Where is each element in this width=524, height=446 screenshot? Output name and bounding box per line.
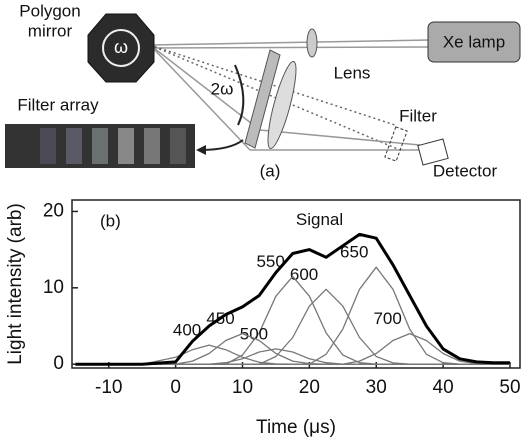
x-tick-label: 20 [299, 377, 320, 398]
filter-cell [118, 128, 134, 164]
beam [150, 47, 430, 48]
label: Detector [433, 161, 498, 180]
annotation: (b) [100, 211, 121, 230]
filter-cell [92, 128, 108, 164]
angle-arc [235, 65, 243, 125]
arrow [200, 140, 243, 150]
label: Lens [334, 63, 371, 82]
arrow-head [196, 145, 206, 155]
signal-line [75, 234, 510, 364]
label: Polygon [19, 1, 80, 20]
beam [150, 40, 430, 45]
lens [307, 29, 317, 57]
y-tick-label: 20 [43, 200, 64, 221]
label: Filter array [17, 95, 99, 114]
label: Xe lamp [443, 32, 505, 51]
x-tick-label: -10 [95, 377, 122, 398]
omega: ω [114, 37, 128, 57]
filter-cell [66, 128, 82, 164]
x-tick-label: 10 [232, 377, 253, 398]
filter-cell [144, 128, 160, 164]
beam [150, 45, 260, 130]
x-tick-label: 0 [170, 377, 181, 398]
y-axis-label: Light intensity (arb) [5, 203, 26, 365]
figure: ω Polygon mirror Xe lamp Lens 2ω Filter … [0, 0, 524, 441]
x-tick-label: 30 [366, 377, 387, 398]
y-tick-label: 0 [53, 353, 64, 374]
panel-label: (a) [260, 161, 281, 180]
x-tick-label: 40 [433, 377, 454, 398]
label: mirror [28, 21, 73, 40]
series-label: 600 [290, 265, 318, 284]
y-tick-label: 10 [43, 277, 64, 298]
diagram: ω Polygon mirror Xe lamp Lens 2ω Filter … [5, 1, 520, 180]
x-axis-label: Time (μs) [256, 417, 336, 438]
page: ω Polygon mirror Xe lamp Lens 2ω Filter … [0, 0, 524, 446]
x-tick-label: 50 [499, 377, 520, 398]
component-line [75, 289, 510, 364]
filter-cell [170, 128, 186, 164]
label: Filter [399, 106, 437, 125]
label: 2ω [211, 79, 234, 98]
series-label: 700 [373, 309, 401, 328]
filter-cell [40, 128, 56, 164]
beam [260, 130, 420, 145]
series-label: Signal [296, 210, 343, 229]
